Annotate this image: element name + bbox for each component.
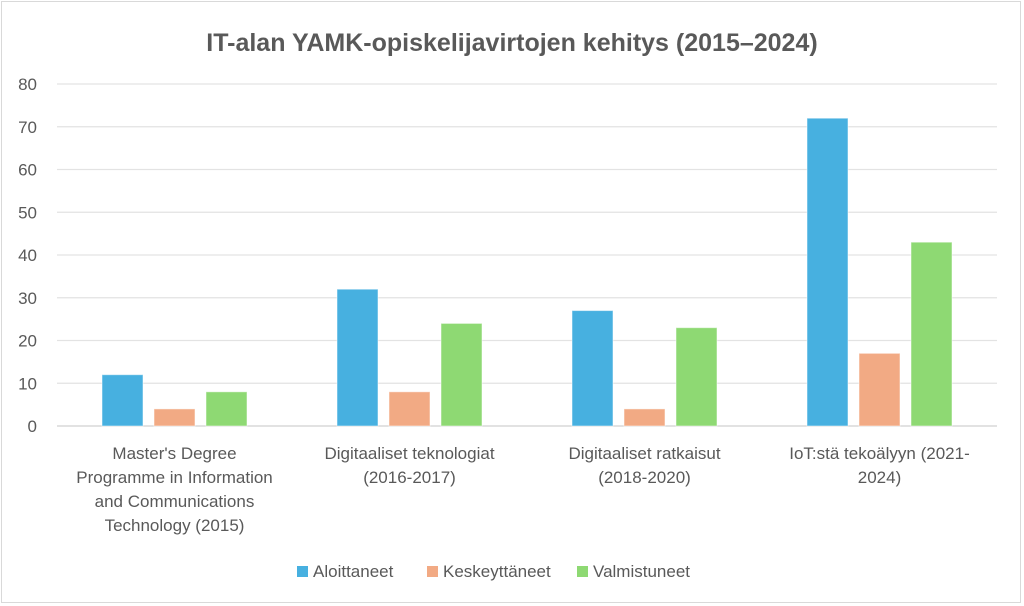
x-tick-label: (2018-2020)	[598, 468, 691, 487]
y-tick-label: 0	[28, 417, 37, 436]
bar-valmistuneet	[675, 327, 718, 427]
y-tick-label: 40	[18, 246, 37, 265]
bar-aloittaneet	[336, 288, 379, 427]
y-tick-label: 70	[18, 118, 37, 137]
bar-keskeyttäneet	[153, 408, 196, 427]
x-tick-label: IoT:stä tekoälyyn (2021-	[789, 444, 969, 463]
bar-keskeyttäneet	[388, 391, 431, 427]
legend-label: Keskeyttäneet	[443, 562, 551, 581]
chart-title: IT-alan YAMK-opiskelijavirtojen kehitys …	[206, 29, 817, 57]
bar-valmistuneet	[910, 241, 953, 427]
y-tick-label: 60	[18, 161, 37, 180]
x-tick-label: (2016-2017)	[363, 468, 456, 487]
y-tick-label: 50	[18, 203, 37, 222]
x-tick-label: 2024)	[858, 468, 901, 487]
x-tick-label: Master's Degree	[112, 444, 236, 463]
legend-swatch	[577, 566, 588, 577]
x-tick-label: Digitaaliset ratkaisut	[568, 444, 720, 463]
y-tick-label: 80	[18, 75, 37, 94]
x-tick-label: Digitaaliset teknologiat	[324, 444, 494, 463]
legend-label: Aloittaneet	[313, 562, 394, 581]
legend-swatch	[297, 566, 308, 577]
x-tick-label: Technology (2015)	[105, 516, 245, 535]
y-tick-label: 30	[18, 289, 37, 308]
legend-label: Valmistuneet	[593, 562, 690, 581]
bar-aloittaneet	[806, 117, 849, 427]
bar-keskeyttäneet	[623, 408, 666, 427]
bar-keskeyttäneet	[858, 352, 901, 427]
x-tick-label: and Communications	[95, 492, 255, 511]
legend-swatch	[427, 566, 438, 577]
y-tick-label: 10	[18, 374, 37, 393]
bar-aloittaneet	[101, 374, 144, 427]
x-tick-label: Programme in Information	[76, 468, 273, 487]
y-tick-label: 20	[18, 332, 37, 351]
bar-valmistuneet	[440, 322, 483, 427]
bar-aloittaneet	[571, 310, 614, 427]
bar-valmistuneet	[205, 391, 248, 427]
